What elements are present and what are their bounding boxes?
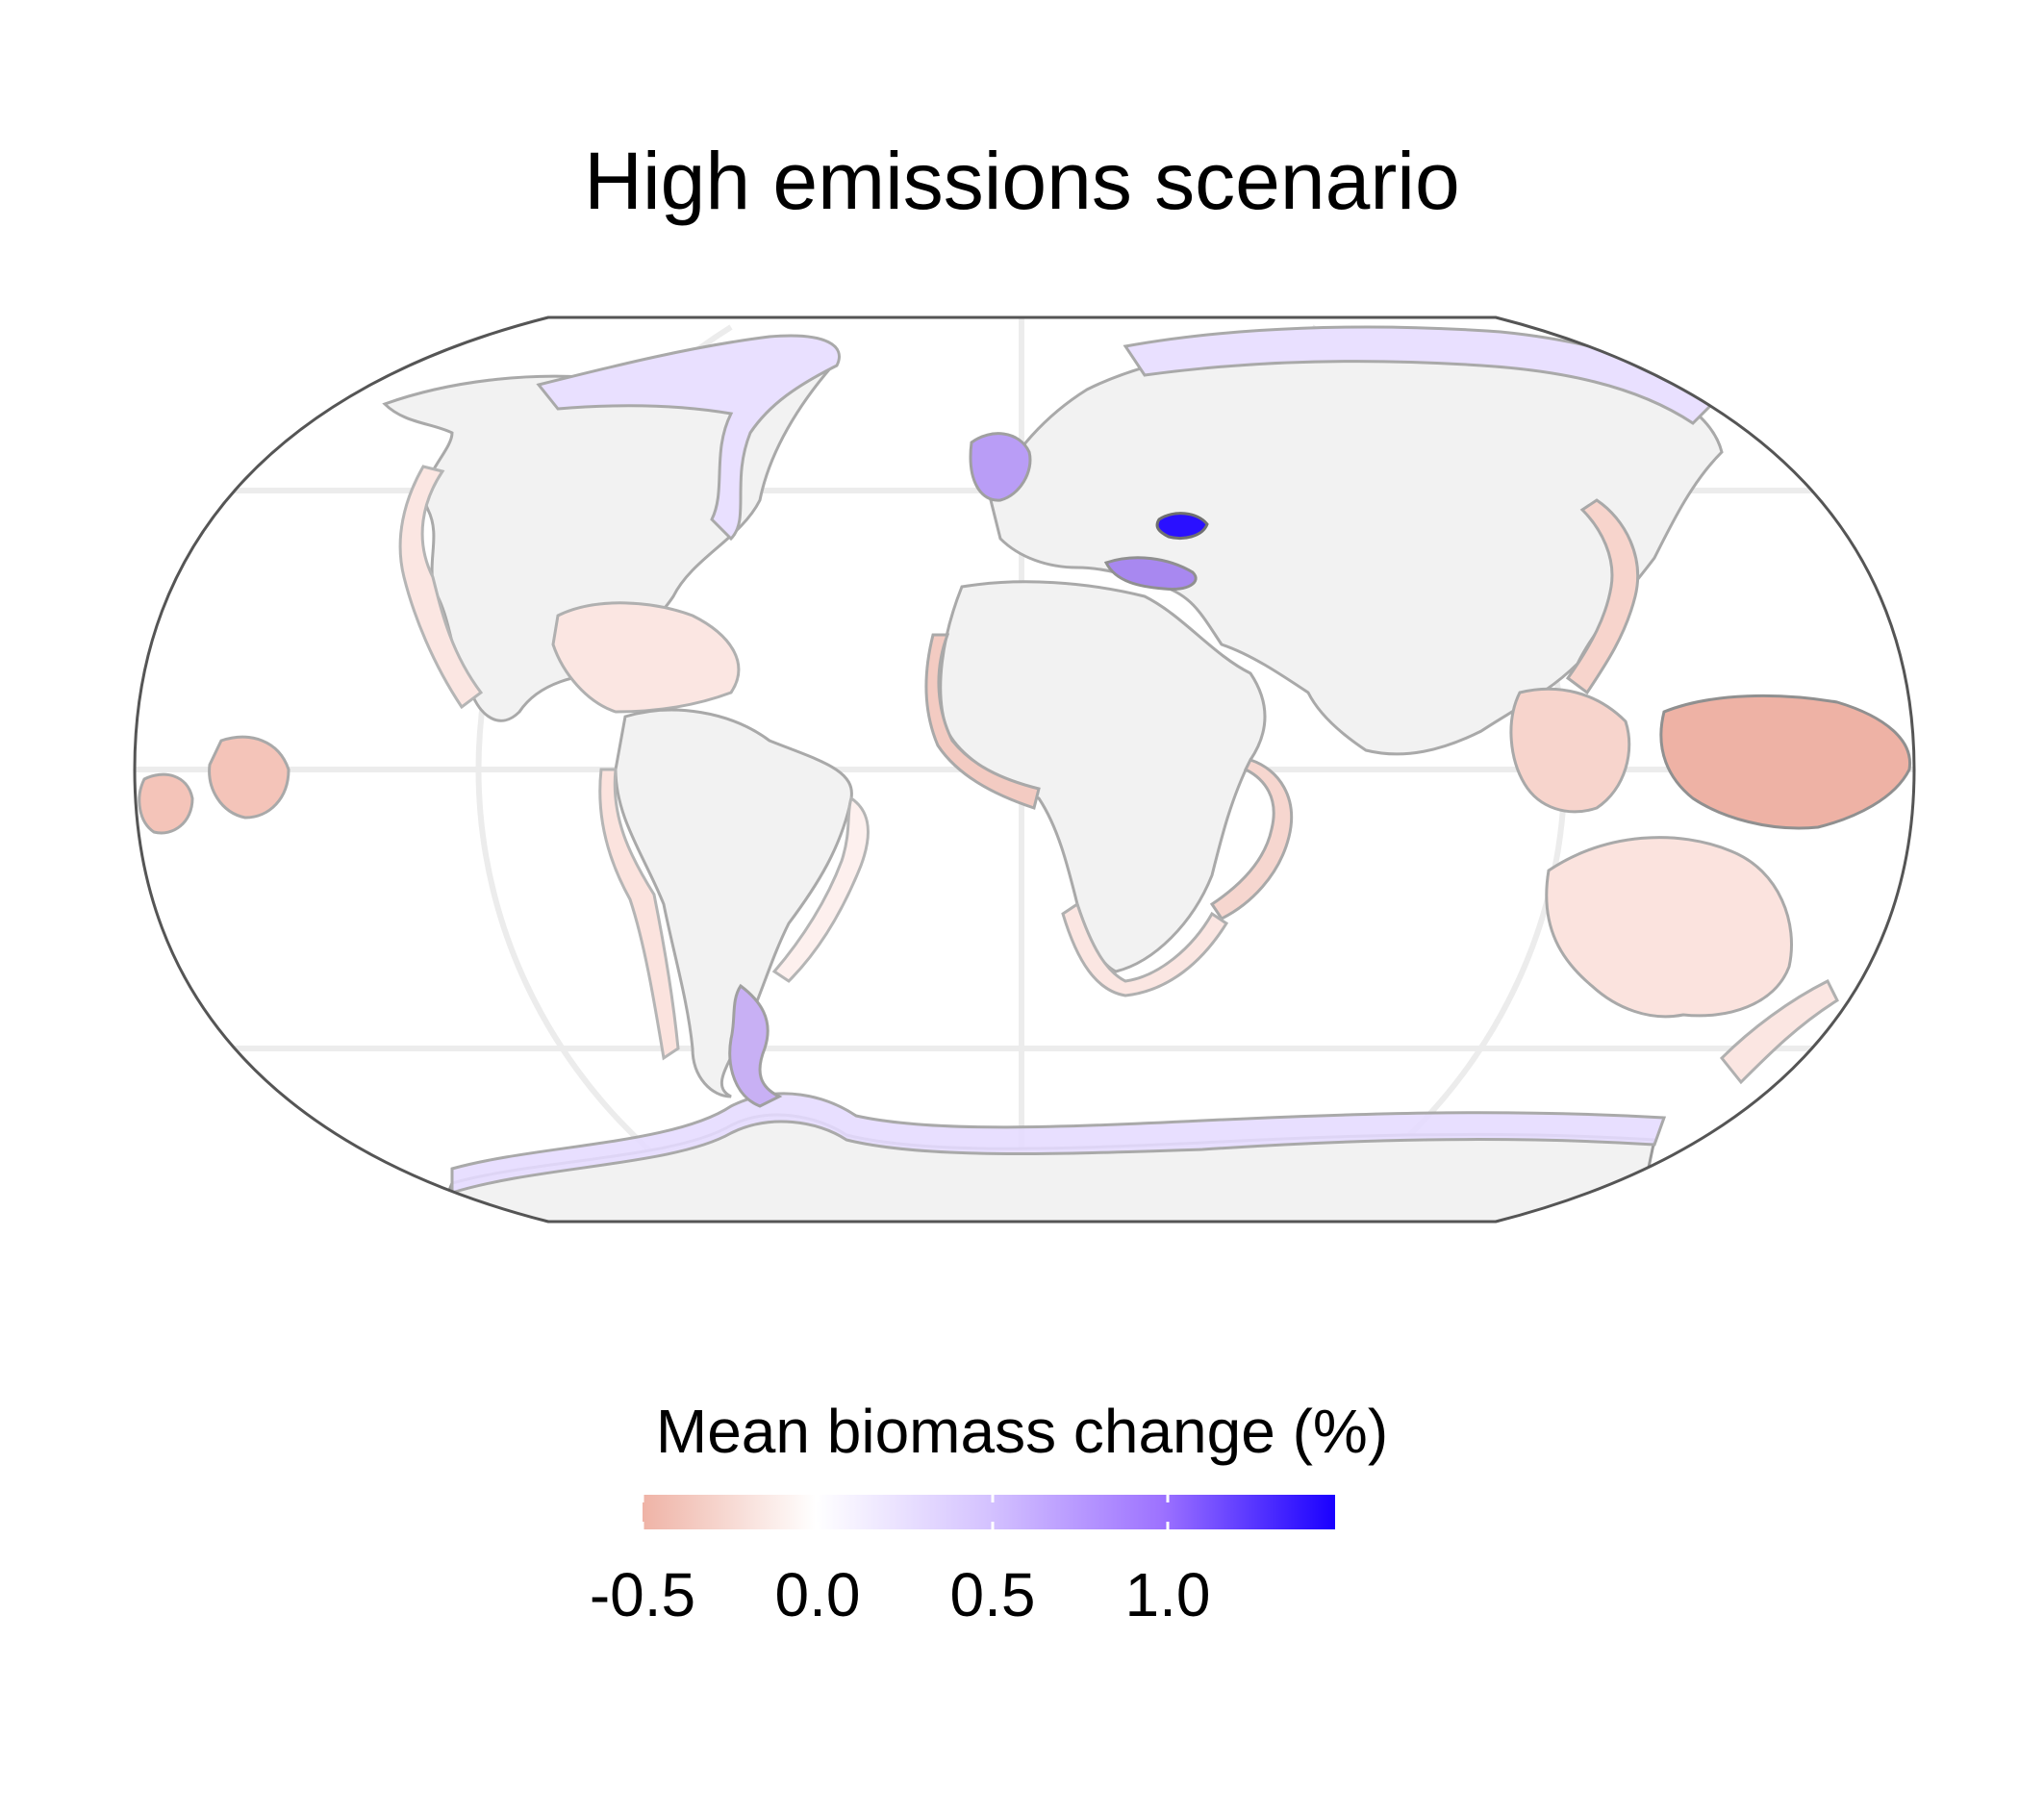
eez-antarctica: [450, 1092, 1667, 1196]
legend-tick-label: 0.5: [949, 1560, 1036, 1629]
eez-west-africa: [924, 633, 1041, 810]
eez-mediterranean: [1103, 556, 1198, 592]
map-outline: [133, 315, 1916, 1224]
legend-title: Mean biomass change (%): [655, 1397, 1389, 1466]
legend-colorbar: [643, 1495, 1335, 1529]
eez-south-america-west: [598, 768, 680, 1061]
eez-caribbean: [551, 601, 741, 714]
legend-ticks: [641, 1495, 1170, 1529]
eez-brazil: [771, 795, 870, 983]
legend-tick-label: 0.0: [774, 1560, 861, 1629]
page-title: High emissions scenario: [584, 136, 1460, 226]
legend-tick-label: -0.5: [589, 1560, 696, 1629]
eez-southeast-asia: [1509, 687, 1631, 814]
eez-greenland-canada-arctic: [536, 334, 841, 542]
eez-hawaii: [138, 772, 194, 835]
eez-russia-arctic: [1123, 325, 1715, 425]
eez-pacific-islands-west: [208, 735, 290, 820]
eez-black-sea: [1155, 512, 1209, 540]
legend-tick-label: 1.0: [1124, 1560, 1211, 1629]
eez-indonesia: [1659, 694, 1912, 830]
eez-argentina: [728, 983, 783, 1108]
eez-north-sea: [969, 432, 1032, 502]
eez-north-america-west: [398, 465, 484, 710]
eez-new-zealand: [1719, 978, 1839, 1085]
eez-east-asia: [1565, 498, 1640, 695]
eez-australia: [1545, 836, 1793, 1019]
eez-southern-africa: [1061, 901, 1229, 997]
